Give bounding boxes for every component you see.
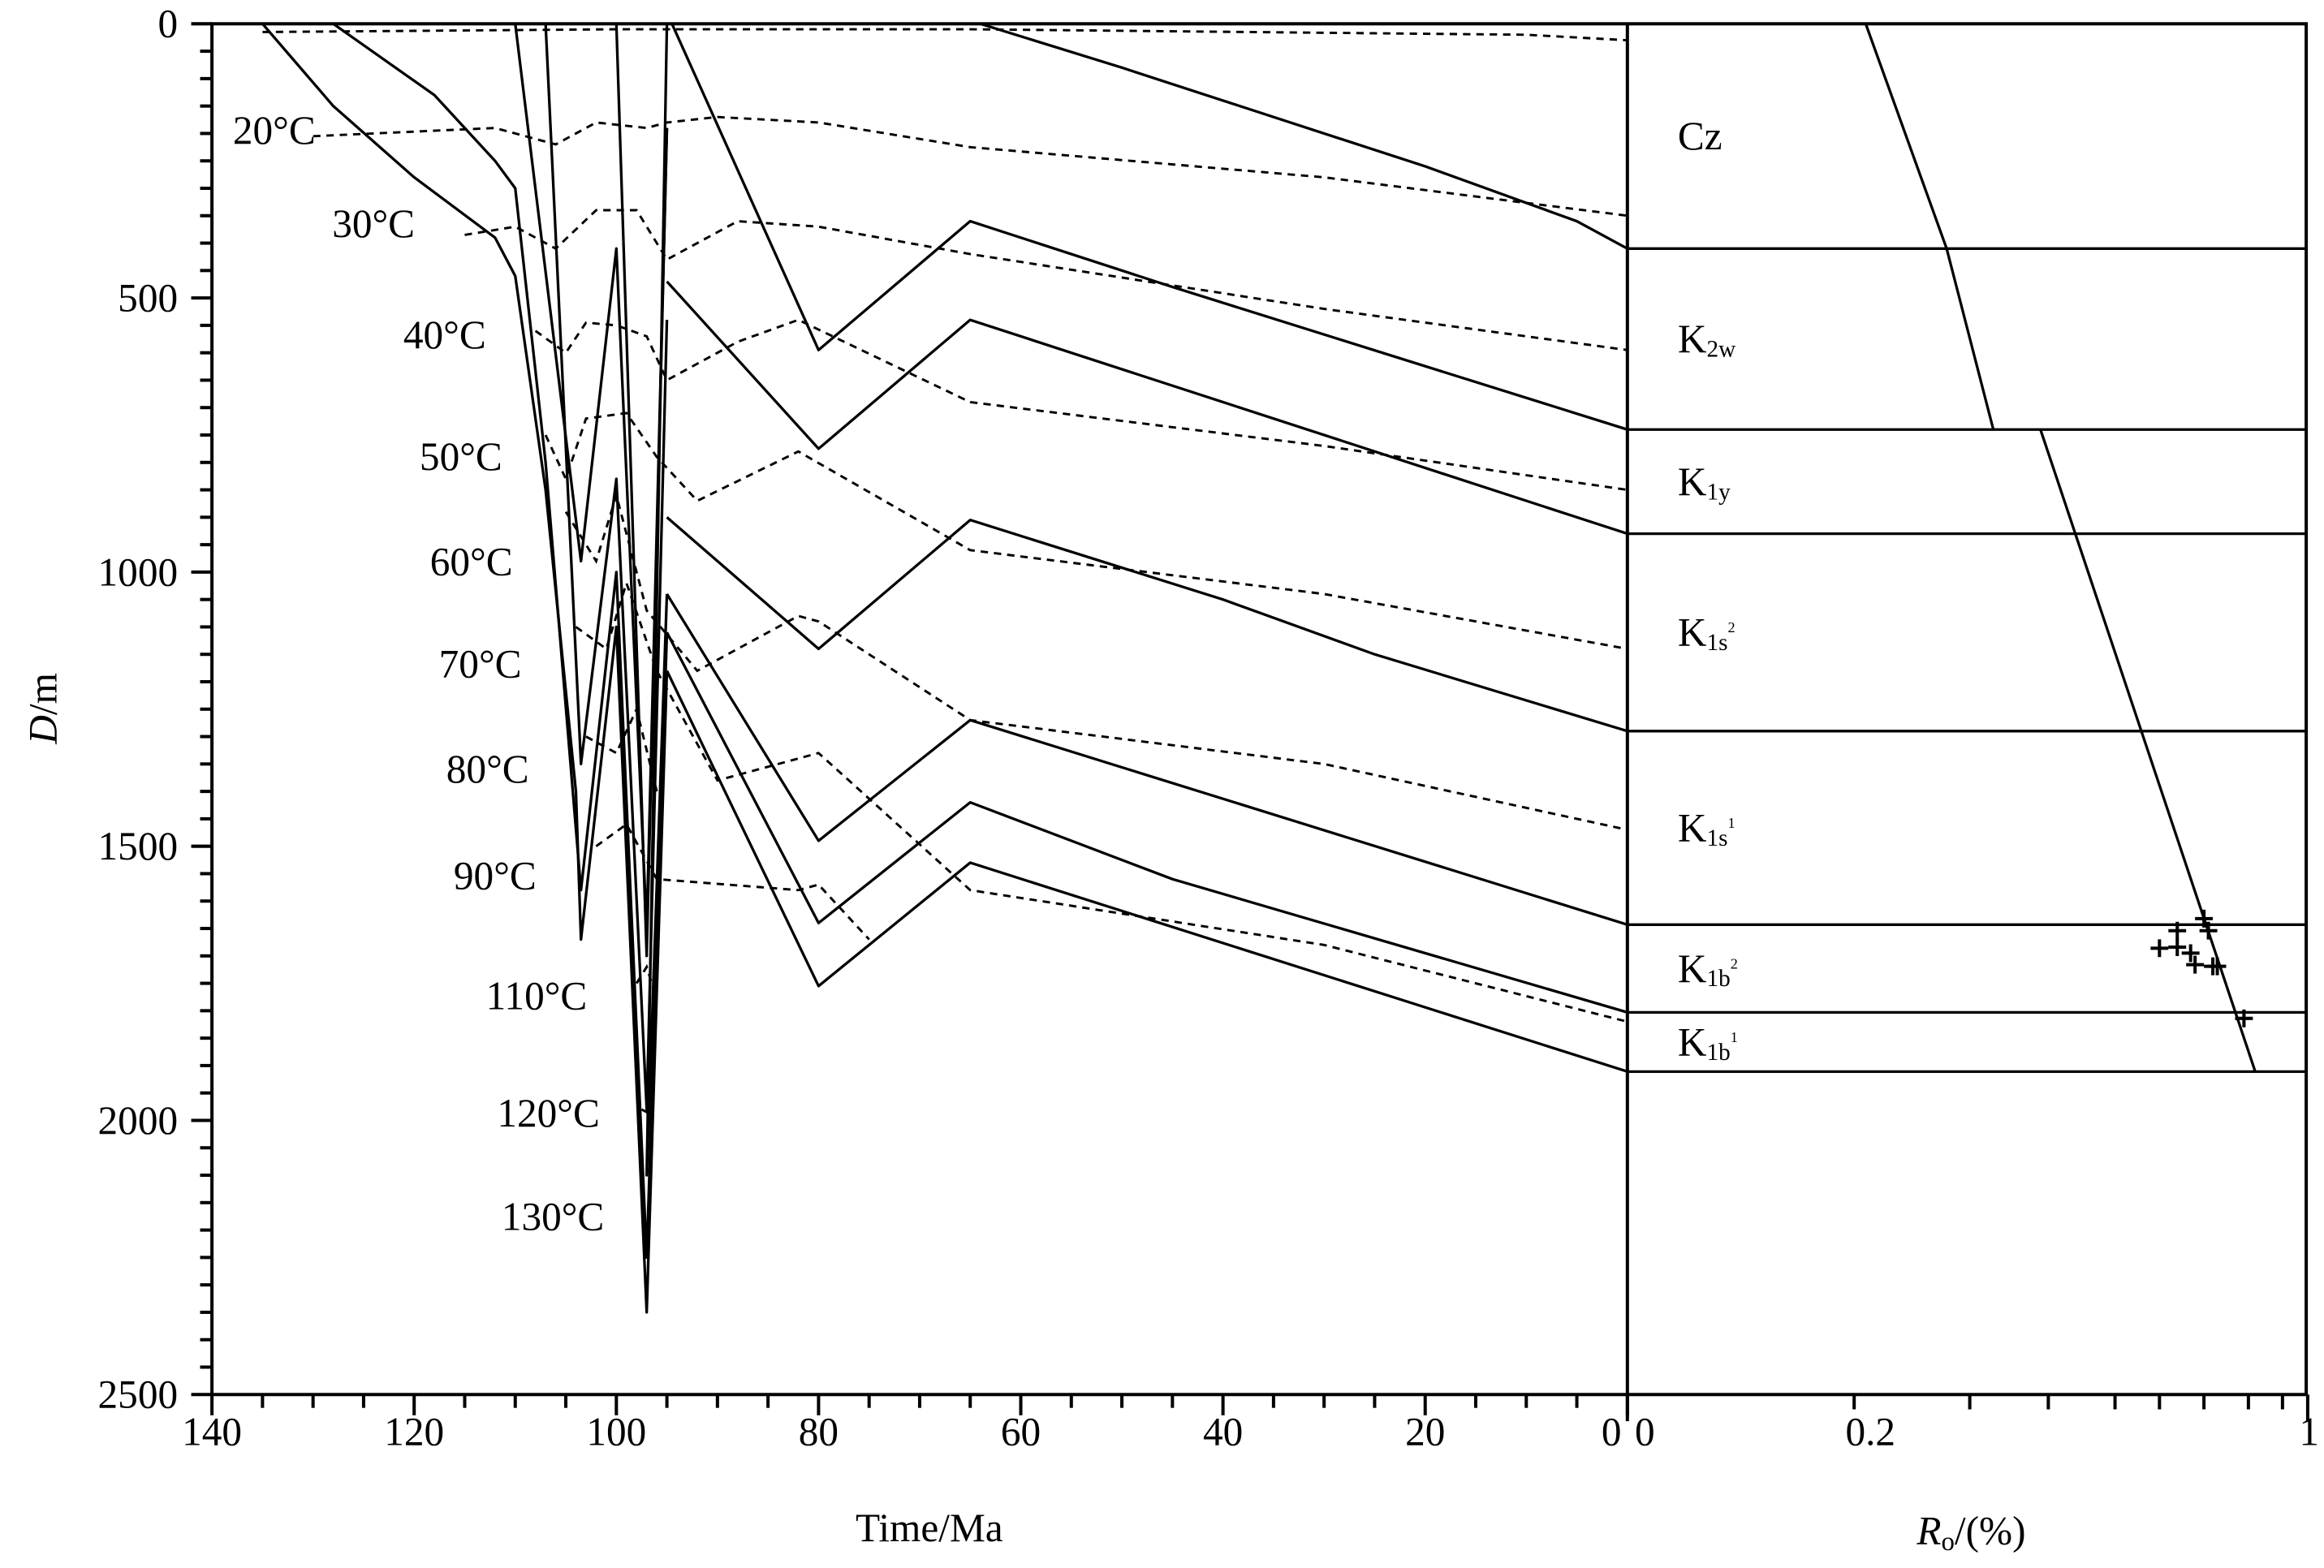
stratum-main: K [1678,946,1707,991]
ro-model-line [2039,429,2257,1072]
stratum-label: K1s1 [1678,805,1735,851]
x-tick-label: 120 [384,1409,444,1454]
burial-curve [645,24,669,1177]
ro-data-point [2150,939,2169,958]
isotherm-line [635,963,658,1001]
stratum-sup: 2 [1731,955,1738,971]
ro-data-point [2235,1009,2253,1027]
stratum-label: K1b2 [1678,946,1738,992]
isotherm-line [644,1229,650,1237]
isotherm-line [585,705,658,792]
y-tick-label: 2500 [98,1372,179,1417]
ro-tick-label: 1 [2299,1409,2319,1454]
isotherm-line [313,115,1628,218]
ro-data-point [2168,921,2187,940]
isotherm-label: 50°C [420,434,502,479]
stratum-main: Cz [1678,114,1723,158]
ro-data-point [2168,938,2187,956]
isotherm-label: 40°C [403,312,486,357]
x-tick-label: 80 [799,1409,839,1454]
isotherm-line [534,318,1628,492]
ro-data-point [2208,957,2227,976]
burial-curve [670,23,1628,431]
isotherm-label: 30°C [332,201,415,246]
stratum-main: K [1678,1019,1707,1064]
stratum-sub: 2w [1707,337,1736,363]
isotherm-line [640,1108,653,1117]
burial-curve [544,24,669,1111]
ro-data-point [2186,955,2205,974]
isotherm-label: 20°C [233,108,316,153]
isotherm-line [595,822,870,941]
stratum-sub: 1b [1707,966,1731,992]
ro-data-point [2195,909,2214,928]
y-tick-label: 2000 [98,1098,179,1143]
stratum-label: K2w [1678,317,1735,362]
isotherms: 20°C 30°C 40°C 50°C 60°C 70°C 80°C 90°C 110°C 120… [233,28,1628,1239]
isotherm-line [564,490,1628,831]
isotherm-line [262,28,1628,42]
stratum-main: K [1678,610,1707,655]
isotherm-line [544,411,1628,650]
stratum-main: K [1678,805,1707,850]
stratum-sub: 1s [1707,630,1728,656]
burial-curve [980,22,1628,250]
burial-curve [261,23,669,1314]
isotherm-label: 70°C [439,642,522,687]
isotherm-label: 110°C [486,974,588,1019]
isotherm-label: 90°C [454,854,537,898]
plot-frame [210,22,2309,1397]
isotherm-label: 60°C [430,540,513,584]
burial-curve [666,670,1628,1073]
x-axis-label: Time/Ma [856,1506,1003,1550]
ro-model-line [1864,23,1995,430]
burial-curve [666,631,1628,1014]
stratum-main: K [1678,317,1707,361]
stratum-main: K [1678,459,1707,504]
x-tick-label: 140 [182,1409,242,1454]
x-tick-label: 20 [1405,1409,1445,1454]
x-tick-label: 100 [586,1409,646,1454]
isotherm-line [464,209,1628,351]
y-tick-label: 1500 [98,824,179,868]
x-tick-label: 60 [1001,1409,1041,1454]
ro-data-point [2199,921,2218,940]
isotherm-line [575,579,1628,1023]
stratum-sup: 1 [1727,815,1735,831]
burial-curve [666,516,1628,733]
isotherm-label: 130°C [502,1195,605,1239]
x-tick-label: 40 [1203,1409,1243,1454]
stratum-sub: 1y [1707,479,1731,505]
y-axis-label: D/m [20,673,65,745]
stratum-label: K1y [1678,459,1731,505]
stratum-label: Cz [1678,114,1723,158]
ro-tick-label: 0 [1635,1409,1655,1454]
y-tick-label: 1000 [98,549,179,594]
stratum-sub: 1b [1707,1040,1731,1066]
stratum-sup: 1 [1731,1029,1738,1045]
burial-curve [666,280,1628,536]
stratum-sub: 1s [1707,825,1728,851]
stratum-label: K1s2 [1678,610,1735,656]
stratum-label: K1b1 [1678,1019,1738,1065]
y-tick-label: 500 [118,276,178,321]
x-tick-label: 0 [1602,1409,1622,1454]
burial-curve [332,22,669,1260]
y-tick-label: 0 [157,2,178,46]
ro-tick-label: 0.2 [1845,1409,1895,1454]
burial-curve [666,593,1628,926]
isotherm-label: 80°C [446,747,529,791]
stratum-sup: 2 [1727,619,1735,635]
ro-axis-label: Ro/(%) [1916,1509,2025,1557]
isotherm-label: 120°C [497,1091,600,1135]
ro-data-point [2181,944,2200,963]
